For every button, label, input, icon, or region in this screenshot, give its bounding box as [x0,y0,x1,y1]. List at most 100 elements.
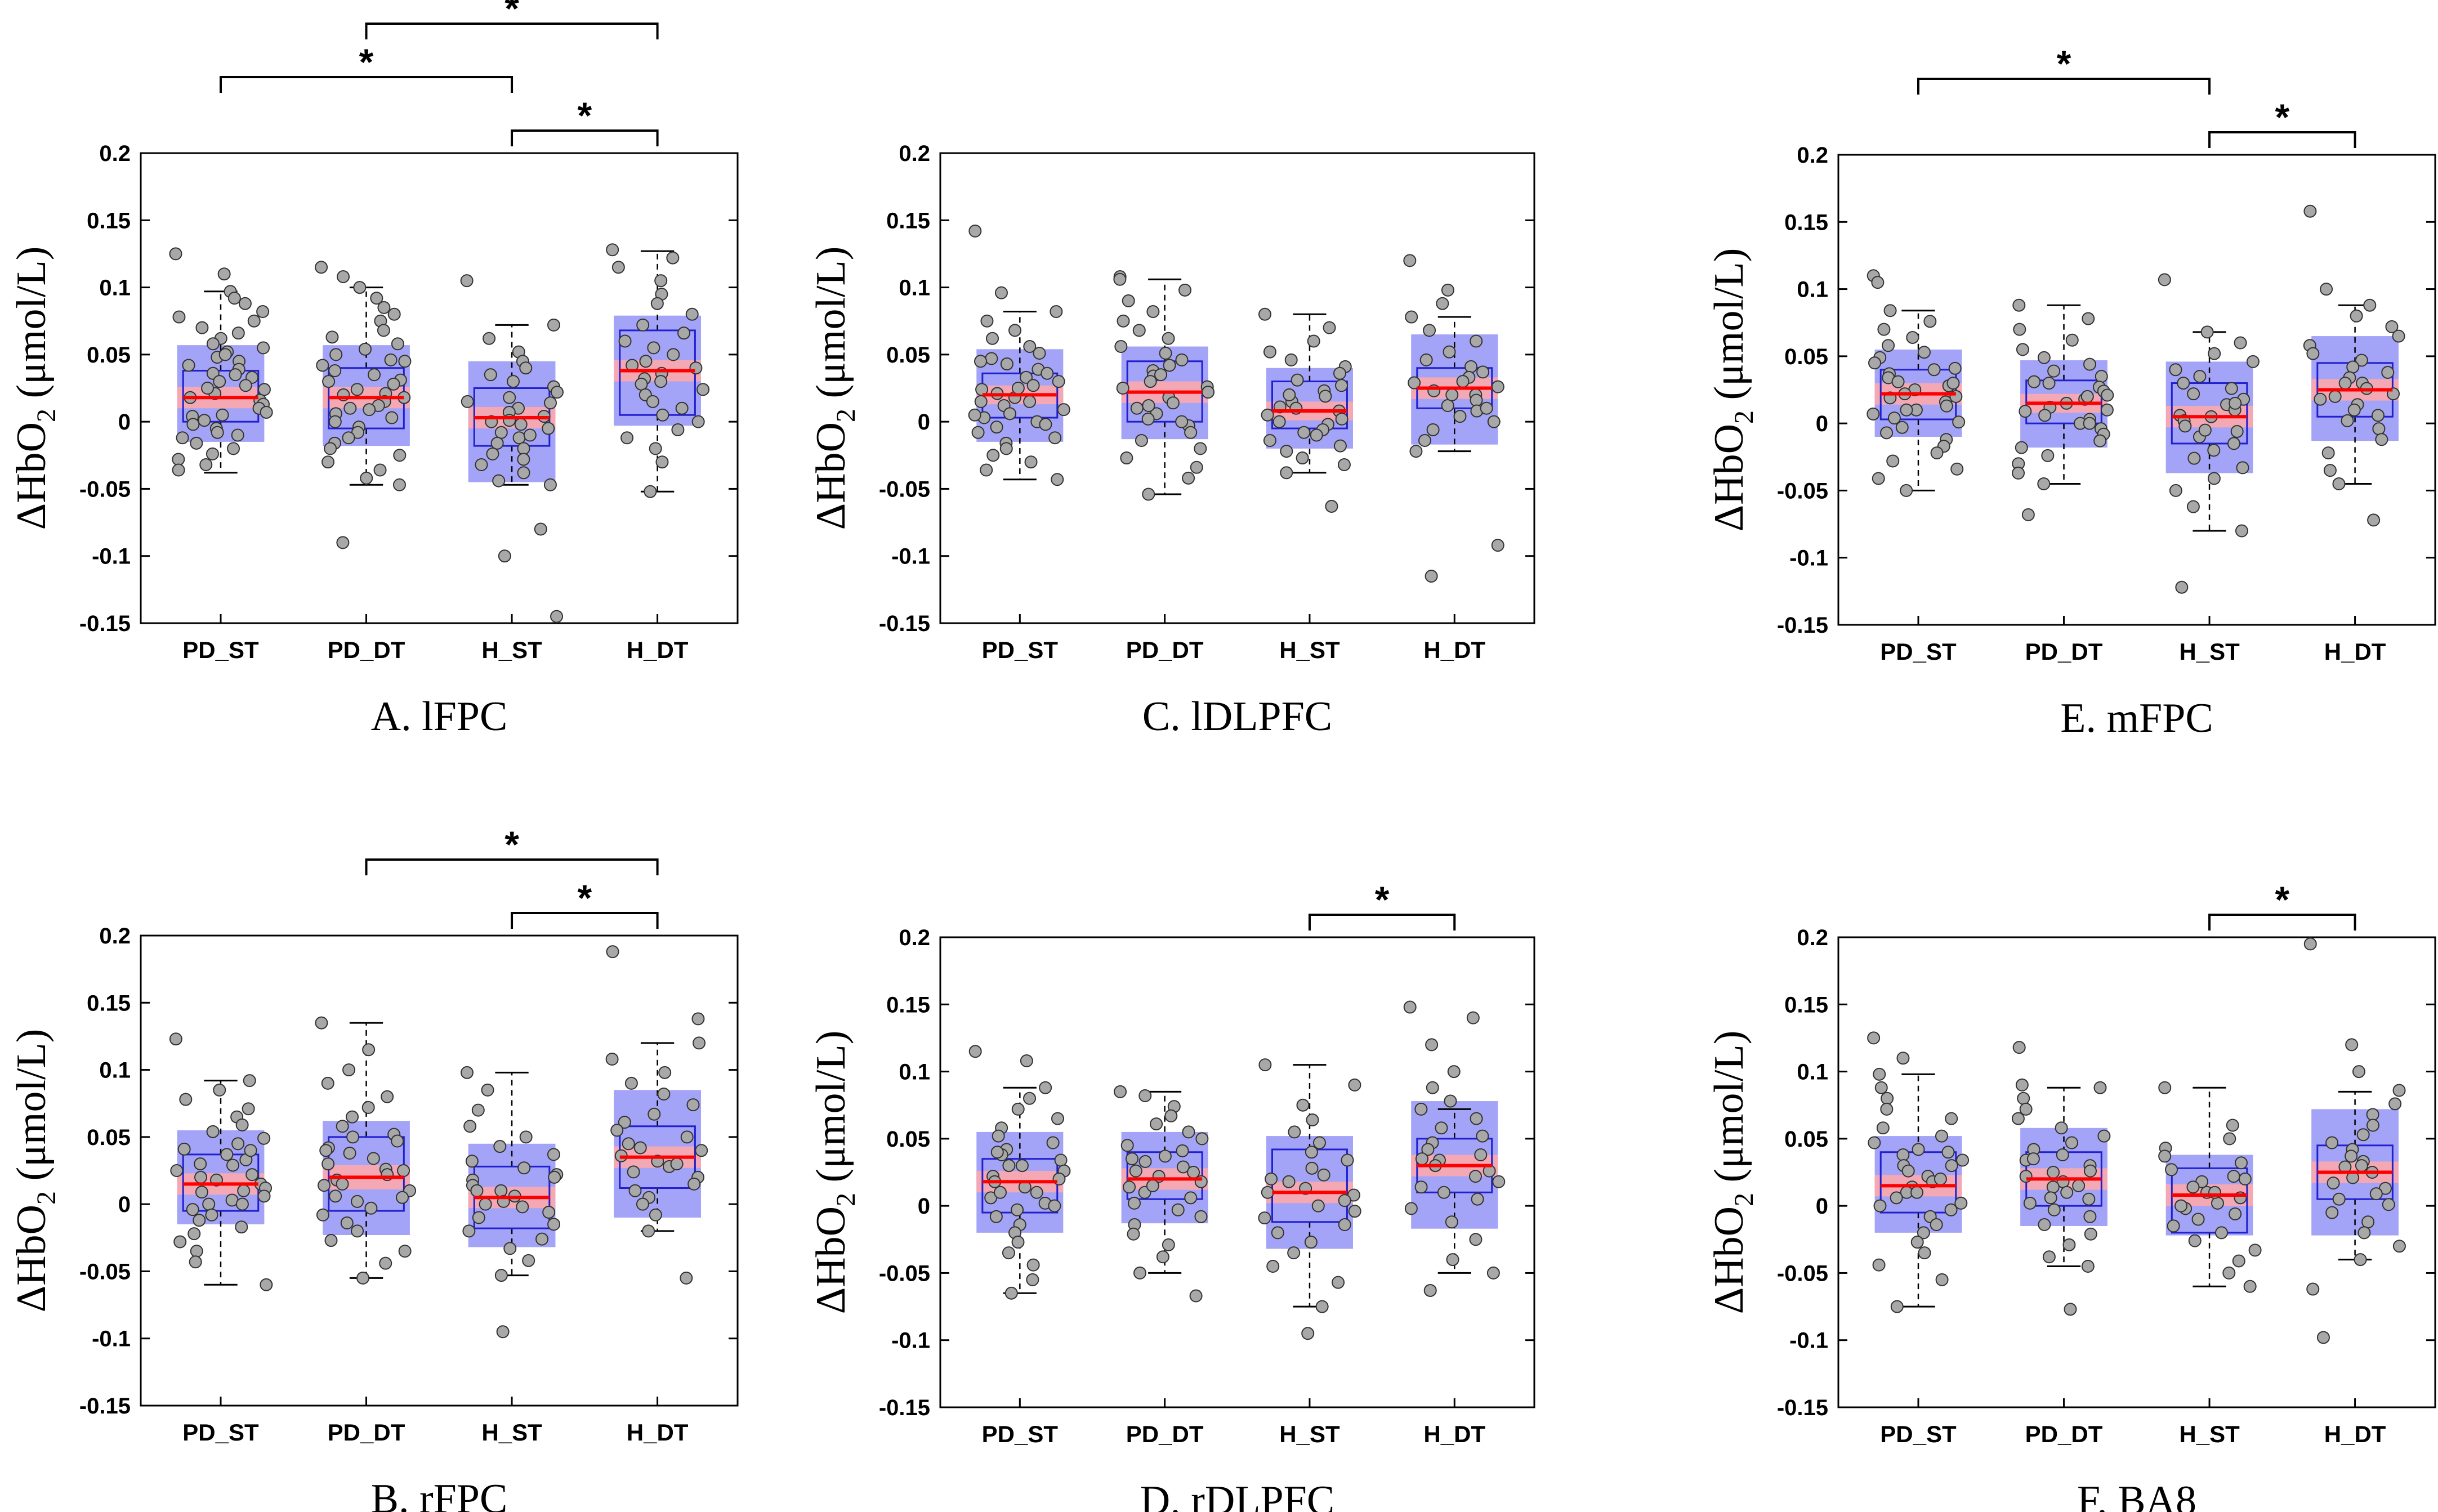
significance-bracket: * [365,0,659,39]
data-point [1338,1194,1351,1207]
data-point [322,455,335,469]
data-point [328,415,342,428]
data-point [650,297,664,310]
data-point [1469,1233,1483,1246]
data-point [670,1157,684,1171]
data-point [1159,346,1172,360]
data-point [1868,1136,1881,1149]
data-point [2227,1170,2240,1183]
data-point [1882,339,1895,352]
data-point [2320,283,2333,296]
data-point [329,348,343,361]
data-point [2097,1129,2111,1143]
data-point [465,1155,479,1168]
data-point [494,1184,508,1197]
data-point [256,305,270,319]
data-point [343,401,357,415]
data-point [1404,1202,1418,1215]
data-point [1348,1205,1361,1218]
data-point [1030,1186,1043,1199]
data-point [2235,1156,2248,1170]
data-point [1900,403,1913,417]
data-point [1272,415,1286,428]
data-point [318,1179,331,1192]
chart-panel-f: -0.15 -0.1 -0.05 0 0.05 0.1 0.15 0.2 ΔHbO2 (μmol… [1706,879,2436,1512]
data-point [1887,411,1901,425]
data-point [1464,360,1477,373]
data-point [492,474,506,487]
data-point [1162,332,1175,345]
data-point [2369,1187,2383,1201]
data-point [548,1170,561,1184]
data-point [1261,408,1274,422]
data-point [362,1043,376,1057]
data-point [336,1177,349,1191]
data-point [231,326,245,340]
plot-frame [140,934,739,1407]
data-point [980,463,993,477]
data-point [2366,1108,2379,1121]
data-point [2356,1128,2370,1142]
data-point [170,1164,184,1177]
data-point [2392,329,2405,343]
data-point [179,1093,193,1106]
data-point [1050,305,1063,319]
data-point [186,418,200,431]
data-point [186,1203,199,1216]
data-point [1307,334,1320,348]
data-point [2323,464,2337,477]
data-point [633,1141,647,1155]
panel-caption: B. rFPC [371,1476,508,1512]
data-point [172,453,185,466]
data-point [1317,1168,1330,1182]
data-point [2019,1102,2033,1116]
data-point [2207,444,2221,457]
data-point [994,1186,1007,1199]
data-point [1311,1199,1325,1213]
data-point [1051,1112,1064,1125]
data-point [1338,1218,1351,1232]
data-point [519,1130,533,1144]
bracket-line [511,129,659,146]
x-tick-label: PD_ST [182,637,259,663]
data-point [368,368,381,382]
data-point [1202,386,1215,399]
data-point [534,522,547,536]
data-point [1312,1136,1326,1149]
data-point [2325,1136,2339,1149]
data-point [2044,1191,2057,1205]
data-point [350,383,364,396]
plot-frame [1837,154,2436,626]
y-tick-label: 0.15 [87,208,131,233]
data-point [387,307,401,321]
box-group-pd-dt [315,1016,417,1285]
data-point [1896,1052,1910,1065]
data-point [1945,1112,1958,1125]
data-point [1470,334,1483,348]
data-point [205,1208,218,1222]
data-point [1306,1113,1319,1126]
data-point [336,1120,349,1133]
data-point [1421,1143,1435,1156]
data-point [470,1184,484,1197]
data-point [213,1083,226,1097]
box-group-pd-dt [1113,270,1215,501]
data-point [2207,472,2221,485]
data-point [1426,423,1440,436]
data-point [227,442,240,455]
data-point [547,1148,560,1161]
data-point [1184,1191,1198,1205]
data-point [2012,466,2025,480]
data-point [216,408,229,422]
significance-star: * [2275,879,2289,920]
data-point [211,426,224,439]
data-point [172,463,185,477]
data-point [1182,471,1195,485]
y-axis-label-unit: (μmol/L) [8,1029,55,1191]
data-point [655,455,669,469]
x-tick-label: PD_ST [1880,1421,1957,1447]
y-axis-label-unit: (μmol/L) [1706,1031,1752,1193]
data-point [2047,364,2061,378]
data-point [392,478,406,491]
data-point [2021,508,2035,521]
